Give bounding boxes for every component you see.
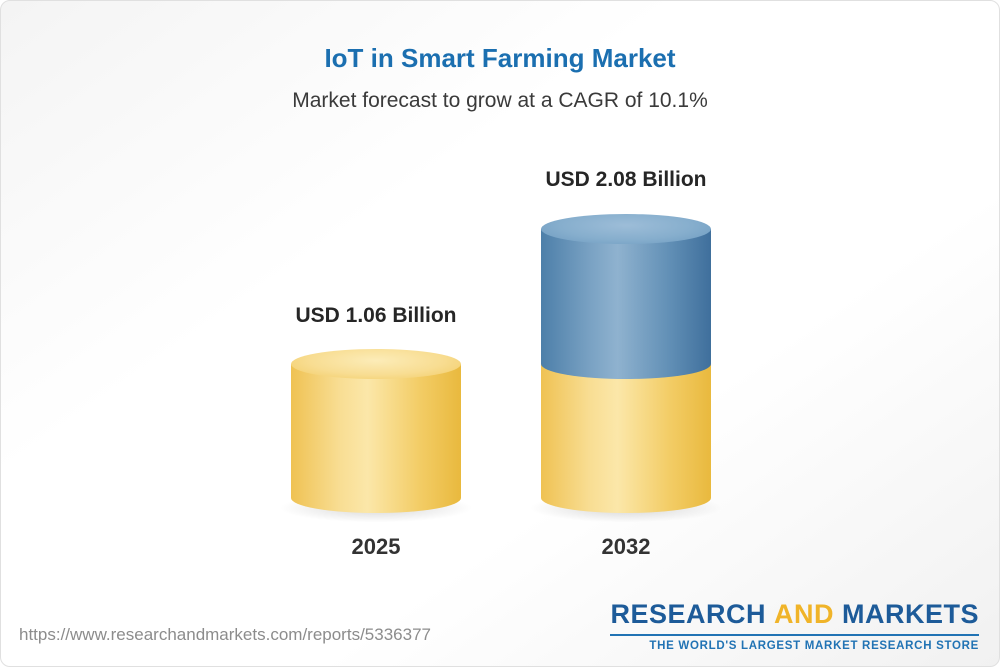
logo-word-markets: MARKETS [842, 599, 979, 629]
logo-word-research: RESEARCH [610, 599, 766, 629]
bar-2025-body [291, 364, 461, 513]
chart-subtitle: Market forecast to grow at a CAGR of 10.… [292, 89, 708, 112]
logo-word-and: AND [774, 599, 834, 629]
logo-tagline: THE WORLD'S LARGEST MARKET RESEARCH STOR… [649, 640, 979, 652]
x-axis-label-2025: 2025 [351, 534, 401, 559]
logo-divider-line [610, 634, 979, 636]
bar-2032-cap [541, 214, 711, 244]
bar-2032-segment-yellow [541, 364, 711, 513]
report-url-link[interactable]: https://www.researchandmarkets.com/repor… [19, 625, 431, 644]
bar-2025 [276, 349, 476, 523]
bar-2025-cap [291, 349, 461, 379]
chart-title: IoT in Smart Farming Market [324, 43, 676, 73]
bar-2032 [526, 214, 726, 523]
bar-2032-segment-blue [541, 229, 711, 379]
logo-wordmark: RESEARCH AND MARKETS [610, 599, 979, 630]
value-label-2032: USD 2.08 Billion [545, 168, 707, 191]
value-label-2025: USD 1.06 Billion [295, 304, 457, 327]
x-axis-label-2032: 2032 [601, 534, 651, 559]
research-and-markets-logo: RESEARCH AND MARKETS THE WORLD'S LARGEST… [610, 599, 979, 652]
